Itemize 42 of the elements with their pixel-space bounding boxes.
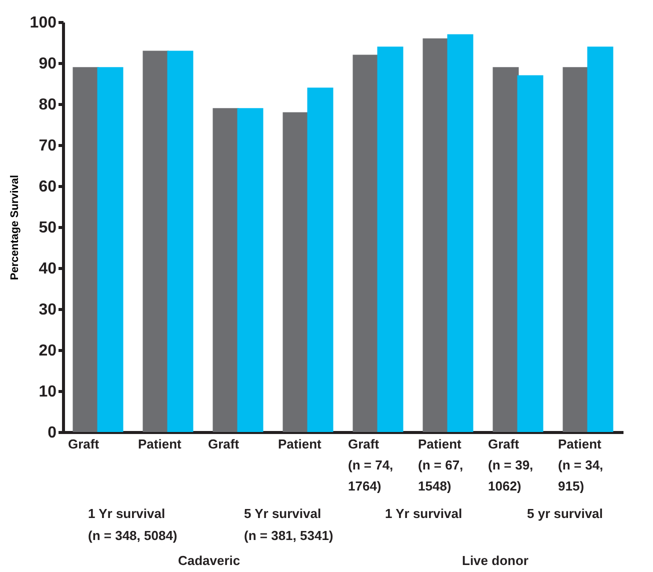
bar [587,46,614,432]
x-tick-label: Graft (n = 74, 1764) [348,436,394,494]
y-tick-label: 60 [38,178,57,196]
y-tick-label: 70 [38,138,57,154]
bar [212,108,239,432]
y-tick-label: 100 [30,14,57,32]
y-tick-label: 90 [38,56,57,72]
bar [562,67,589,432]
bar [447,34,474,432]
text: 1 Yr survival [385,505,462,523]
bar [282,112,309,432]
x-tick-label: Graft [208,436,240,452]
y-tick-label: 10 [38,384,57,400]
bar [352,54,379,432]
y-axis-title: Percentage Survival [8,174,21,280]
bar [307,88,334,432]
bar [97,67,124,432]
text: 1 Yr survival (n = 348, 5084) [88,505,178,545]
y-tick-label: 50 [38,220,57,236]
x-tick-label: Patient (n = 67, 1548) [418,436,464,494]
text: 5 yr survival [527,505,603,523]
text: Cadaveric [178,552,240,570]
x-tick-label: Graft [68,436,100,452]
y-tick-label: 40 [38,260,57,278]
bar [492,67,519,432]
y-tick-label: 30 [38,302,57,318]
y-tick-label: 80 [38,96,57,114]
bar [422,38,449,432]
y-tick-label: 0 [48,424,57,442]
bar [72,67,99,432]
y-tick-label: 20 [38,342,57,360]
bar [142,50,169,432]
bar [377,46,404,432]
text: Live donor [462,552,528,570]
x-tick-label: Patient (n = 34, 915) [558,436,604,494]
x-tick-label: Patient [138,436,182,452]
x-tick-label: Graft (n = 39, 1062) [488,436,534,494]
bar [517,75,544,432]
bar [237,108,264,432]
bar [167,50,194,432]
x-tick-label: Patient [278,436,322,452]
text: 5 Yr survival (n = 381, 5341) [244,505,334,545]
